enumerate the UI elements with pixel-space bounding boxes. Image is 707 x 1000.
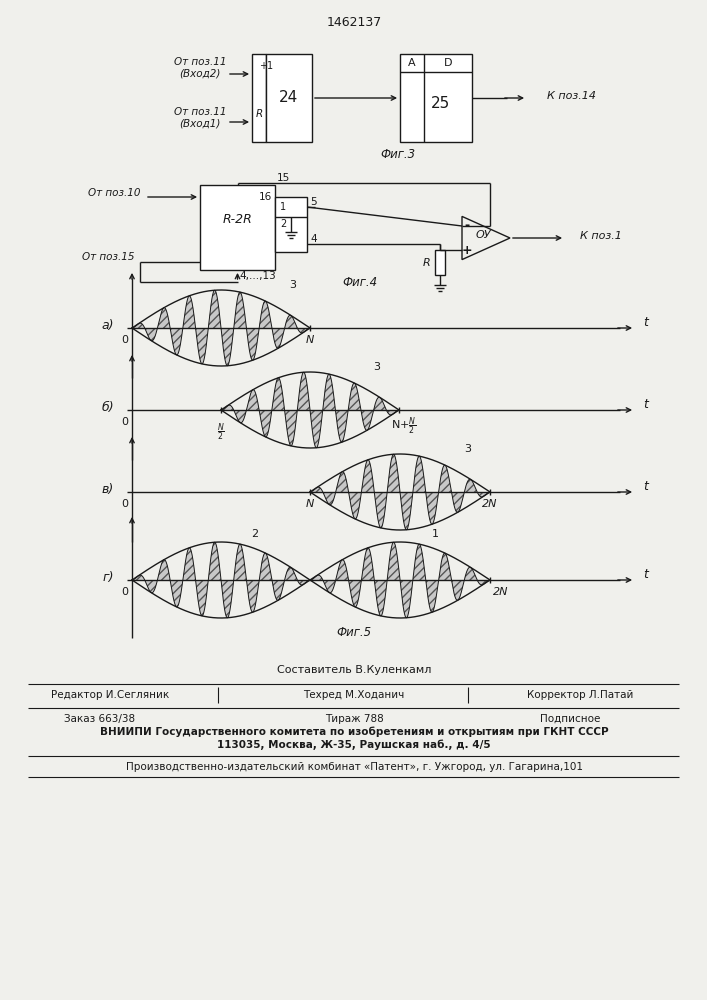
Text: 2: 2 <box>252 529 259 539</box>
Text: 15: 15 <box>277 173 291 183</box>
Text: 3: 3 <box>289 280 296 290</box>
Text: К поз.14: К поз.14 <box>547 91 596 101</box>
Text: 1: 1 <box>280 202 286 212</box>
Text: R: R <box>256 109 263 119</box>
Text: К поз.1: К поз.1 <box>580 231 622 241</box>
Text: N: N <box>306 335 314 345</box>
Text: а): а) <box>102 318 114 332</box>
Text: Фиг.5: Фиг.5 <box>337 626 372 639</box>
Text: Редактор И.Сегляник: Редактор И.Сегляник <box>51 690 169 700</box>
Text: 3: 3 <box>464 444 472 454</box>
Text: От поз.11: От поз.11 <box>174 57 226 67</box>
Bar <box>400 54 472 142</box>
Text: t: t <box>643 316 648 330</box>
Text: От поз.15: От поз.15 <box>83 252 135 262</box>
Text: +: + <box>462 243 472 256</box>
Text: 0: 0 <box>121 335 128 345</box>
Text: 2N: 2N <box>482 499 498 509</box>
Text: N+$\frac{N}{2}$: N+$\frac{N}{2}$ <box>391 415 416 437</box>
Text: t: t <box>643 398 648 412</box>
Text: -: - <box>464 220 469 232</box>
Text: 113035, Москва, Ж-35, Раушская наб., д. 4/5: 113035, Москва, Ж-35, Раушская наб., д. … <box>217 740 491 750</box>
Text: 16: 16 <box>259 192 272 202</box>
Text: От поз.11: От поз.11 <box>174 107 226 117</box>
Bar <box>435 250 445 275</box>
Bar <box>275 197 307 252</box>
Text: 2N: 2N <box>493 587 508 597</box>
Text: 5: 5 <box>310 197 317 207</box>
Text: R: R <box>422 257 430 267</box>
Text: Корректор Л.Патай: Корректор Л.Патай <box>527 690 633 700</box>
Text: Составитель В.Куленкамл: Составитель В.Куленкамл <box>277 665 431 675</box>
Text: Подписное: Подписное <box>540 714 600 724</box>
Text: 24: 24 <box>279 91 298 105</box>
Text: От поз.10: От поз.10 <box>88 188 140 198</box>
Text: 0: 0 <box>121 499 128 509</box>
Text: +1: +1 <box>259 61 273 71</box>
Text: Производственно-издательский комбинат «Патент», г. Ужгород, ул. Гагарина,101: Производственно-издательский комбинат «П… <box>126 762 583 772</box>
Text: t: t <box>643 481 648 493</box>
Text: 1462137: 1462137 <box>327 15 382 28</box>
Text: Тираж 788: Тираж 788 <box>325 714 383 724</box>
Text: г): г) <box>103 570 114 584</box>
Text: R-2R: R-2R <box>223 213 252 226</box>
Text: 4,...,13: 4,...,13 <box>240 271 276 281</box>
Text: (Вход2): (Вход2) <box>180 69 221 79</box>
Text: N: N <box>306 499 314 509</box>
Text: Заказ 663/38: Заказ 663/38 <box>64 714 136 724</box>
Text: t: t <box>643 568 648 582</box>
Text: б): б) <box>101 400 114 414</box>
Text: ОУ: ОУ <box>476 230 491 240</box>
Text: 25: 25 <box>431 96 450 110</box>
Text: в): в) <box>102 483 114 495</box>
Bar <box>200 185 275 270</box>
Bar <box>266 54 312 142</box>
Text: 3: 3 <box>373 362 380 372</box>
Text: $\frac{N}{2}$: $\frac{N}{2}$ <box>217 421 225 443</box>
Text: A: A <box>408 58 416 68</box>
Text: ВНИИПИ Государственного комитета по изобретениям и открытиям при ГКНТ СССР: ВНИИПИ Государственного комитета по изоб… <box>100 727 608 737</box>
Text: Фиг.3: Фиг.3 <box>380 147 416 160</box>
Text: 0: 0 <box>121 417 128 427</box>
Text: 1: 1 <box>431 529 438 539</box>
Text: Фиг.4: Фиг.4 <box>342 275 378 288</box>
Text: D: D <box>444 58 452 68</box>
Text: (Вход1): (Вход1) <box>180 119 221 129</box>
Text: 0: 0 <box>121 587 128 597</box>
Bar <box>252 54 266 142</box>
Text: 2: 2 <box>280 219 286 229</box>
Text: 4: 4 <box>310 234 317 244</box>
Text: Техред М.Ходанич: Техред М.Ходанич <box>303 690 404 700</box>
